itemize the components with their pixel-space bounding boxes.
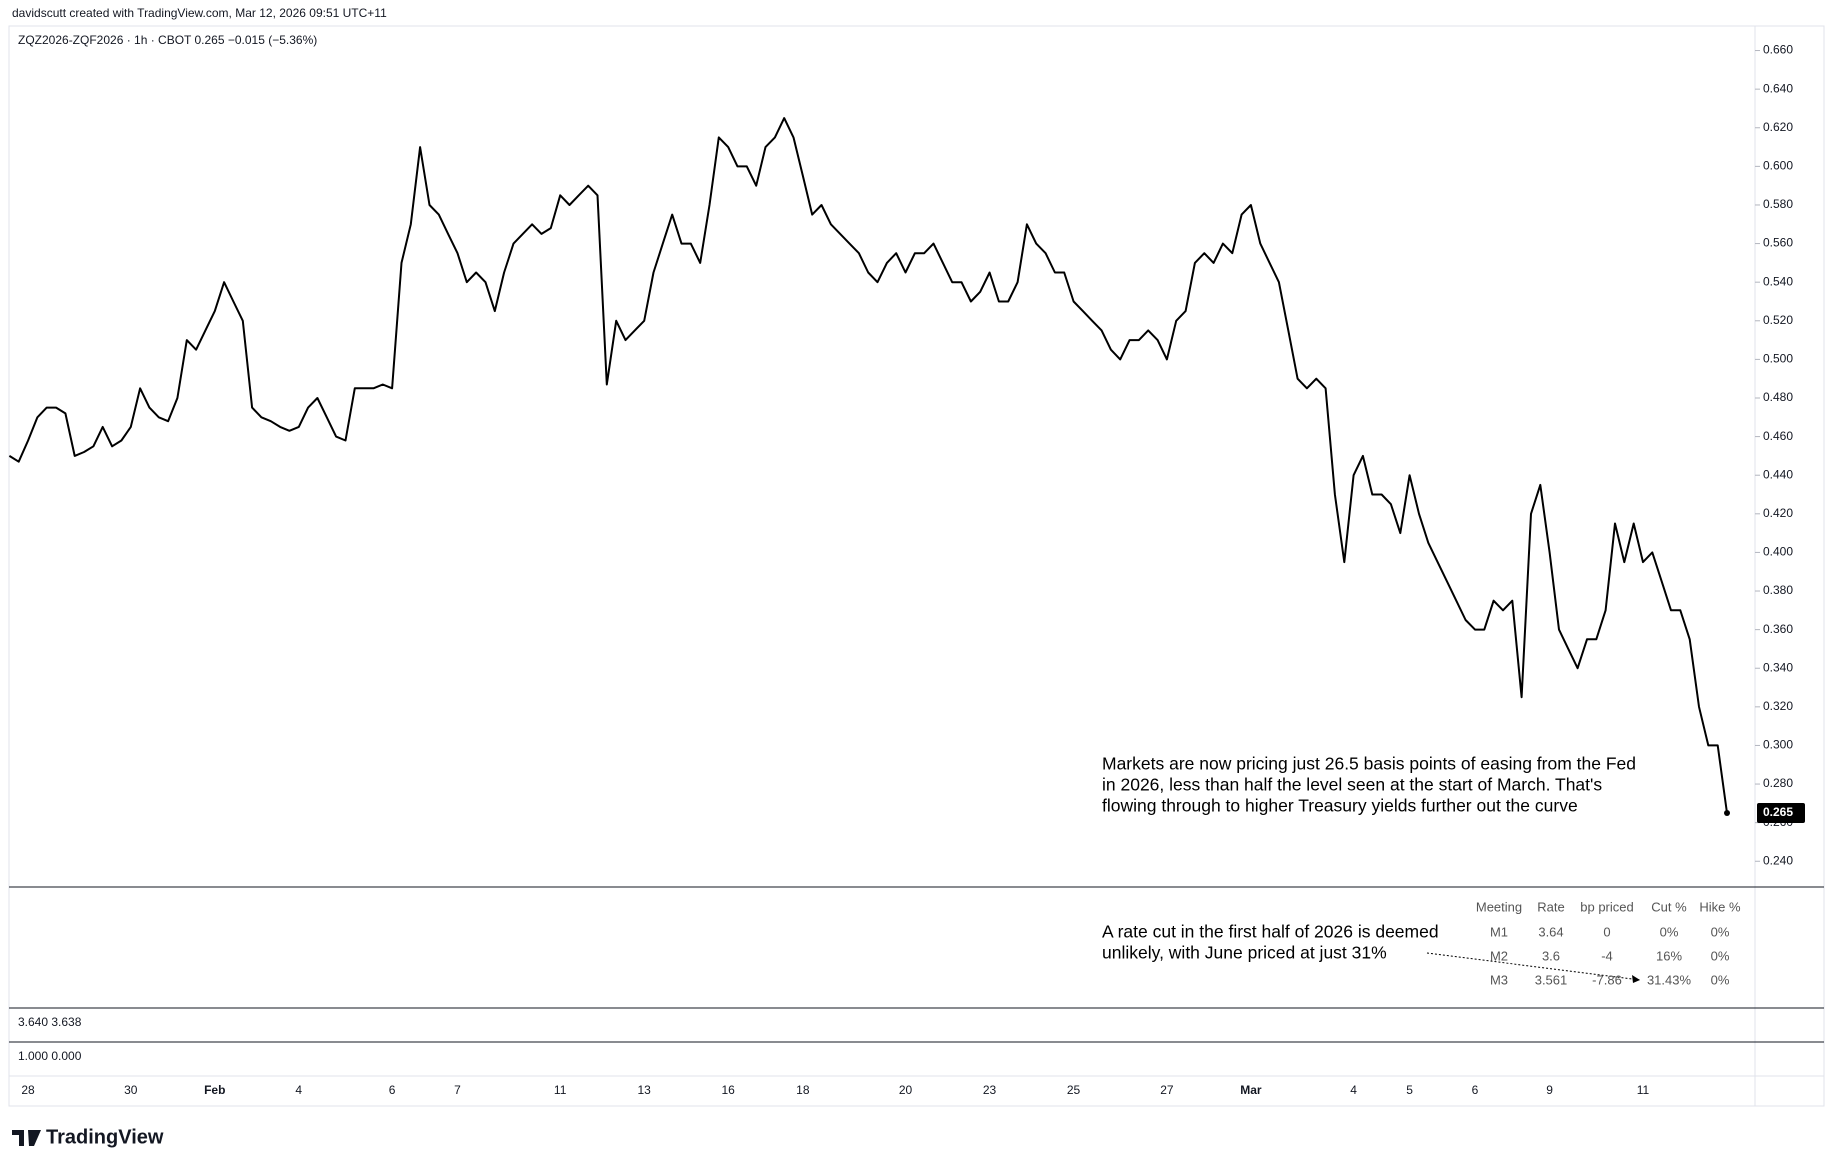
x-tick-label: 7 [454, 1083, 461, 1097]
logo-icon [12, 1130, 41, 1146]
table-cell: M2 [1490, 948, 1508, 963]
table-cell: 0% [1660, 924, 1679, 939]
last-point [1724, 810, 1730, 817]
annotation: in 2026, less than half the level seen a… [1102, 775, 1602, 795]
x-tick-label: Mar [1240, 1083, 1262, 1097]
x-tick-label: 25 [1067, 1083, 1081, 1097]
annotation: Markets are now pricing just 26.5 basis … [1102, 754, 1636, 774]
table-cell: M3 [1490, 972, 1508, 987]
table-cell: 3.64 [1538, 924, 1563, 939]
y-tick-label: 0.240 [1763, 853, 1793, 867]
x-tick-label: 23 [983, 1083, 997, 1097]
y-tick-label: 0.520 [1763, 313, 1793, 327]
table-header: Meeting [1476, 899, 1522, 914]
x-tick-label: 20 [899, 1083, 913, 1097]
y-tick-label: 0.420 [1763, 506, 1793, 520]
last-price-box [1757, 803, 1805, 824]
y-tick-label: 0.580 [1763, 197, 1793, 211]
table-header: Rate [1537, 899, 1564, 914]
x-tick-label: 13 [637, 1083, 651, 1097]
y-tick-label: 0.340 [1763, 660, 1793, 674]
y-tick-label: 0.440 [1763, 467, 1793, 481]
y-tick-label: 0.300 [1763, 738, 1793, 752]
table-cell: -7.86 [1592, 972, 1622, 987]
table-cell: 0 [1603, 924, 1610, 939]
y-tick-label: 0.360 [1763, 622, 1793, 636]
table-cell: 3.6 [1542, 948, 1560, 963]
x-tick-label: 30 [124, 1083, 138, 1097]
y-tick-label: 0.480 [1763, 390, 1793, 404]
x-tick-label: 16 [721, 1083, 735, 1097]
pane-values: 1.000 0.000 [18, 1049, 82, 1063]
x-tick-label: Feb [204, 1083, 225, 1097]
x-tick-label: 28 [21, 1083, 35, 1097]
header: davidscutt created with TradingView.com,… [12, 6, 387, 20]
tv-logo: TradingView [12, 1126, 164, 1148]
annotation: A rate cut in the first half of 2026 is … [1102, 922, 1439, 942]
y-tick-label: 0.640 [1763, 81, 1793, 95]
y-tick-label: 0.400 [1763, 545, 1793, 559]
table-cell: 16% [1656, 948, 1682, 963]
y-tick-label: 0.320 [1763, 699, 1793, 713]
x-tick-label: 18 [796, 1083, 810, 1097]
last-price-label: 0.265 [1763, 805, 1793, 819]
table-cell: M1 [1490, 924, 1508, 939]
table-cell: -4 [1601, 948, 1613, 963]
x-tick-label: 4 [295, 1083, 302, 1097]
price-line [8, 117, 1728, 814]
y-tick-label: 0.620 [1763, 120, 1793, 134]
x-tick-label: 27 [1160, 1083, 1174, 1097]
annotation: unlikely, with June priced at just 31% [1102, 943, 1387, 963]
x-tick-label: 9 [1546, 1083, 1553, 1097]
x-tick-label: 6 [389, 1083, 396, 1097]
y-tick-label: 0.500 [1763, 352, 1793, 366]
y-tick-label: 0.280 [1763, 776, 1793, 790]
x-tick-label: 6 [1472, 1083, 1479, 1097]
y-tick-label: 0.560 [1763, 236, 1793, 250]
y-tick-label: 0.600 [1763, 159, 1793, 173]
x-tick-label: 4 [1350, 1083, 1357, 1097]
x-tick-label: 11 [1637, 1083, 1650, 1097]
x-tick-label: 11 [554, 1083, 567, 1097]
table-cell: 31.43% [1647, 972, 1692, 987]
table-cell: 3.561 [1535, 972, 1568, 987]
pane-values: 3.640 3.638 [18, 1015, 82, 1029]
table-header: Hike % [1699, 899, 1741, 914]
y-tick-label: 0.460 [1763, 429, 1793, 443]
table-cell: 0% [1711, 972, 1730, 987]
y-tick-label: 0.540 [1763, 274, 1793, 288]
annotation: flowing through to higher Treasury yield… [1102, 796, 1578, 816]
symbol-info: ZQZ2026-ZQF2026 · 1h · CBOT 0.265 −0.015… [18, 33, 317, 47]
table-header: bp priced [1580, 899, 1633, 914]
y-tick-label: 0.660 [1763, 43, 1793, 57]
logo-text: TradingView [46, 1126, 164, 1148]
frame [8, 25, 1825, 1107]
table-cell: 0% [1711, 924, 1730, 939]
arrow-head [1632, 975, 1640, 983]
y-tick-label: 0.380 [1763, 583, 1793, 597]
table-header: Cut % [1651, 899, 1687, 914]
table-cell: 0% [1711, 948, 1730, 963]
x-tick-label: 5 [1406, 1083, 1413, 1097]
